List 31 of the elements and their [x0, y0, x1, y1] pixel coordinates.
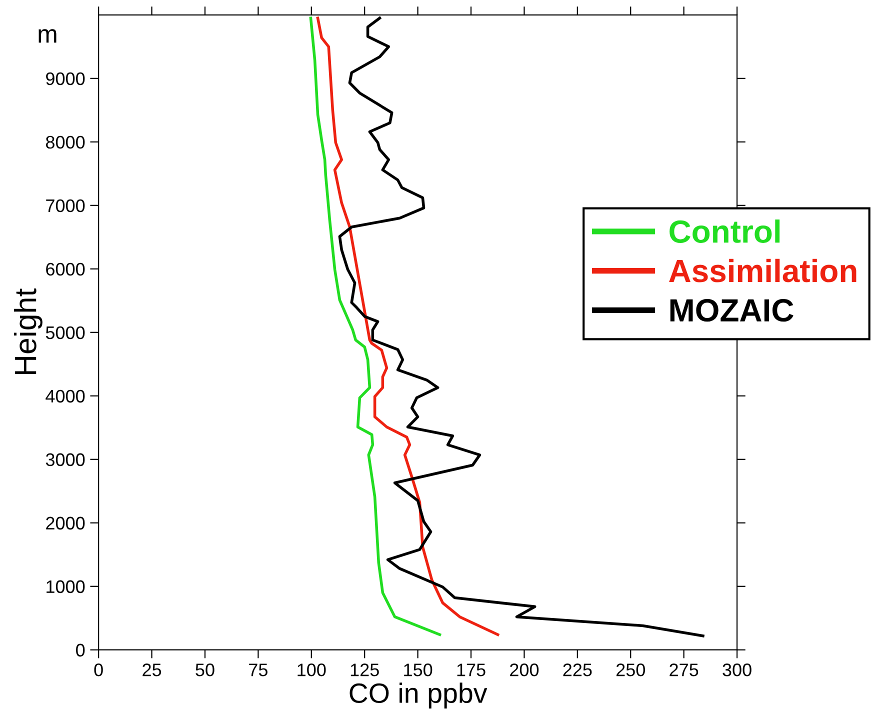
y-tick-label: 6000: [46, 262, 85, 276]
x-tick-label: 150: [404, 664, 432, 676]
x-tick-label: 300: [722, 664, 752, 676]
x-tick-label: 25: [142, 664, 162, 676]
x-tick-label: 125: [350, 664, 379, 676]
x-tick-label: 175: [457, 664, 486, 676]
text: m: [38, 29, 56, 43]
y-tick-label: 4000: [46, 390, 85, 403]
x-tick-label: 275: [670, 664, 698, 676]
y-tick-label: 8000: [46, 136, 85, 149]
y-axis-title: Height: [14, 288, 42, 374]
y-tick-label: 0: [76, 644, 85, 657]
y-tick-label: 5000: [46, 326, 85, 340]
legend-label: MOZAIC: [670, 299, 794, 322]
x-tick-label: 225: [563, 664, 592, 676]
x-tick-label: 200: [510, 664, 539, 676]
line-series: [316, 16, 500, 636]
y-tick-label: 2000: [46, 516, 85, 530]
line-series: [309, 16, 442, 636]
legend-label: Assimilation: [669, 258, 856, 282]
x-tick-label: 250: [616, 664, 645, 676]
x-tick-label: 50: [196, 664, 214, 676]
y-tick-label: 3000: [46, 453, 85, 466]
y-tick-label: 9000: [46, 72, 85, 86]
x-tick-label: 0: [94, 664, 103, 676]
x-tick-label: 100: [298, 664, 326, 676]
x-axis-title: CO in ppbv: [350, 682, 488, 709]
y-tick-label: 7000: [46, 199, 85, 212]
y-tick-label: 1000: [46, 580, 85, 594]
x-tick-label: 75: [249, 664, 268, 676]
legend-label: Control: [670, 219, 780, 243]
